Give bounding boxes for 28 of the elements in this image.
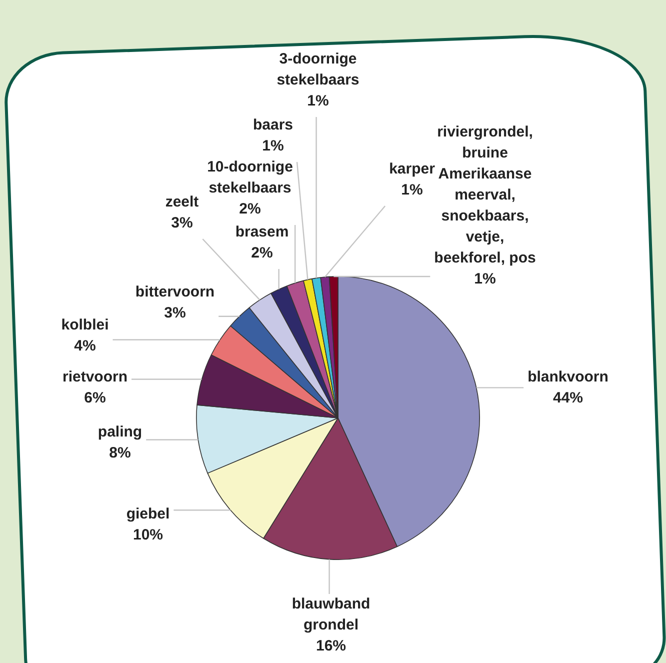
slice-label: blankvoorn xyxy=(528,368,608,386)
data-label: 8% xyxy=(109,444,131,462)
data-label: 4% xyxy=(74,338,96,355)
data-label: 1% xyxy=(262,138,284,155)
slice-label: baars xyxy=(252,116,294,134)
slice-label: 3-doornige stekelbaars xyxy=(276,50,360,89)
slice-label: rietvoorn xyxy=(62,368,128,386)
data-label: 2% xyxy=(239,200,261,218)
slice-label: 10-doornige stekelbaars xyxy=(207,158,293,197)
slice-label: blauwband grondel xyxy=(292,596,370,634)
data-label: 6% xyxy=(84,390,106,407)
data-label: 2% xyxy=(251,244,273,262)
data-label: 3% xyxy=(164,304,186,322)
data-label: 44% xyxy=(552,390,584,407)
data-label: 1% xyxy=(307,92,329,110)
slice-label: bittervoorn xyxy=(135,284,215,301)
slice-label: paling xyxy=(98,424,142,441)
slice-label: giebel xyxy=(126,506,170,523)
slice-label: riviergrondel, bruine Amerikaanse meerval, snoekbaars, vetje, beekforel, pos xyxy=(434,124,536,267)
slice-label: karper xyxy=(389,160,436,178)
slice-label: zeelt xyxy=(165,194,199,211)
slice-label: brasem xyxy=(235,224,289,241)
data-label: 1% xyxy=(474,270,496,288)
data-label: 10% xyxy=(132,526,164,544)
slice-label: kolblei xyxy=(61,316,109,334)
data-label: 16% xyxy=(316,638,346,655)
data-label: 1% xyxy=(401,182,423,199)
data-label: 3% xyxy=(171,214,193,232)
